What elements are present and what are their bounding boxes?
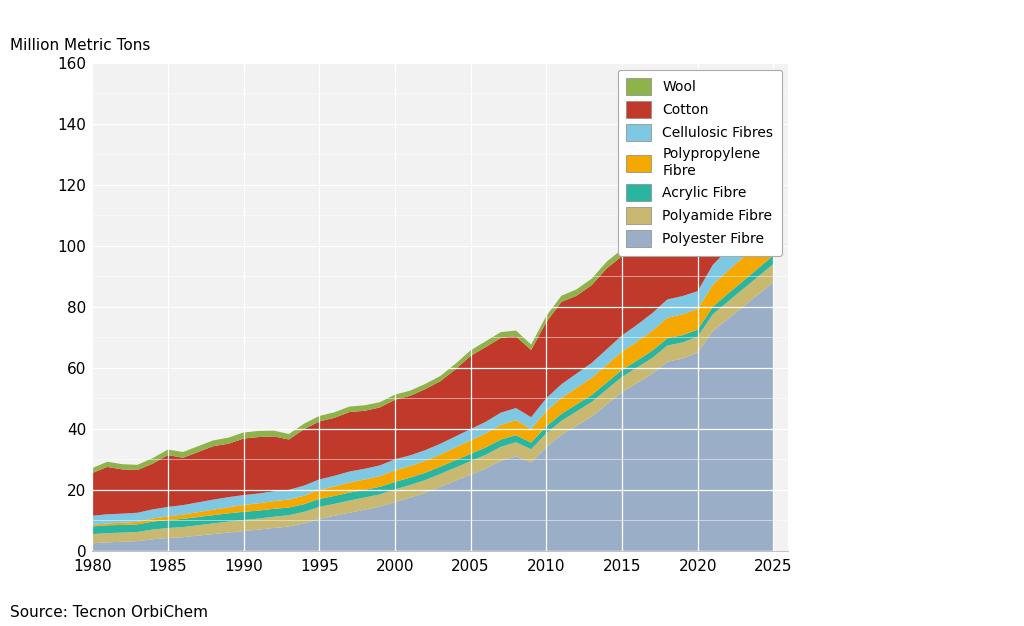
Text: Million Metric Tons: Million Metric Tons	[10, 38, 151, 53]
Text: Source: Tecnon OrbiChem: Source: Tecnon OrbiChem	[10, 605, 208, 620]
Ellipse shape	[266, 106, 696, 495]
Legend: Wool, Cotton, Cellulosic Fibres, Polypropylene
Fibre, Acrylic Fibre, Polyamide F: Wool, Cotton, Cellulosic Fibres, Polypro…	[617, 69, 781, 255]
